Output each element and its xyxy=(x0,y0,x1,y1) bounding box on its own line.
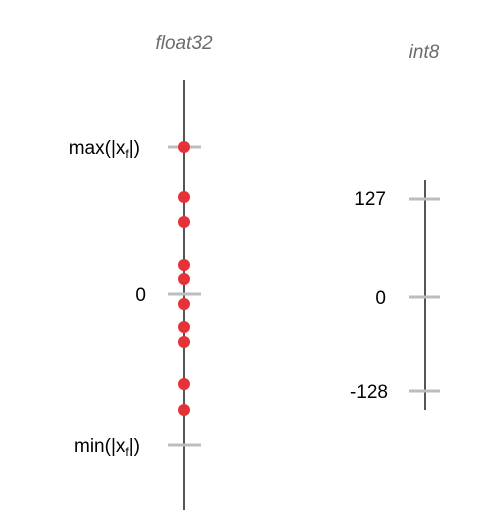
float32-point xyxy=(178,141,190,153)
float32-tick-label-max: max(|xf|) xyxy=(69,138,140,161)
float32-point xyxy=(178,321,190,333)
float32-point xyxy=(178,273,190,285)
float32-point xyxy=(178,191,190,203)
float32-axis-title: float32 xyxy=(155,33,212,54)
float32-tick-label-min: min(|xf|) xyxy=(74,436,140,459)
float32-point xyxy=(178,259,190,271)
float32-tick-label-zero: 0 xyxy=(135,285,146,306)
float32-points xyxy=(178,141,190,416)
int8-axis: int8 127 0 -128 xyxy=(350,42,440,410)
int8-tick-label-min: -128 xyxy=(350,382,388,403)
int8-axis-title: int8 xyxy=(409,42,440,63)
float32-point xyxy=(178,336,190,348)
float32-point xyxy=(178,404,190,416)
float32-point xyxy=(178,216,190,228)
float32-axis: float32 max(|xf|) 0 min(|xf|) xyxy=(69,33,213,510)
int8-tick-label-max: 127 xyxy=(354,189,386,210)
float32-point xyxy=(178,378,190,390)
int8-tick-label-zero: 0 xyxy=(375,288,386,309)
float32-point xyxy=(178,298,190,310)
